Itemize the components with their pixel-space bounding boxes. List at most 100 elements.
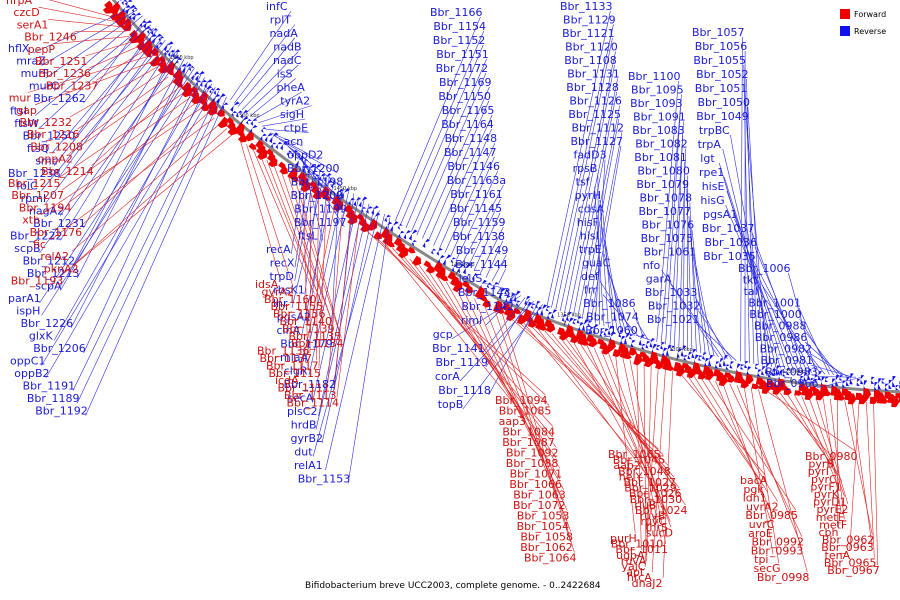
forward-gene-label: dnaJ2 [632, 577, 663, 590]
forward-feature [837, 395, 846, 401]
forward-gene-label: pknA2 [44, 262, 79, 275]
leader-line [689, 202, 697, 353]
forward-feature [163, 61, 175, 73]
scale-tick-label: 1350 kbp [557, 313, 581, 319]
leader-line [462, 304, 543, 410]
leader-line [88, 46, 139, 69]
reverse-feature [670, 345, 676, 352]
reverse-gene-label: Bbr_1001 [748, 297, 801, 310]
reverse-feature [139, 20, 147, 28]
forward-gene-label: idsA [255, 278, 279, 291]
leader-line [394, 16, 481, 222]
forward-gene-label: Bbr_1160 [264, 293, 317, 306]
leader-line [438, 128, 492, 250]
forward-gene-label: bacA [740, 474, 768, 487]
reverse-gene-label: ctpE [284, 122, 308, 135]
reverse-feature [771, 368, 777, 377]
reverse-feature [649, 338, 655, 348]
leader-line [334, 219, 351, 391]
legend-reverse-swatch [840, 26, 850, 36]
reverse-gene-label: Bbr_1143 [458, 286, 511, 299]
reverse-feature [384, 221, 393, 231]
leader-line [495, 310, 571, 543]
reverse-feature [330, 182, 337, 189]
leader-line [586, 345, 666, 511]
reverse-gene-label: Bbr_1076 [642, 219, 695, 232]
leader-line [39, 68, 195, 304]
leader-line [280, 170, 333, 324]
reverse-feature [182, 63, 192, 74]
leader-line [312, 210, 380, 457]
reverse-gene-label: Bbr_1169 [439, 76, 492, 89]
reverse-feature [249, 124, 258, 134]
forward-feature [150, 47, 159, 56]
reverse-gene-label: Bbr_1151 [436, 48, 489, 61]
legend-forward-swatch [840, 9, 850, 19]
reverse-feature [125, 0, 133, 7]
reverse-feature [607, 325, 614, 336]
leader-line [734, 218, 799, 372]
leader-line [45, 87, 216, 379]
leader-line [312, 196, 360, 403]
leader-line [530, 325, 669, 467]
reverse-gene-label: Bbr_1126 [569, 95, 622, 108]
reverse-gene-label: Bbr_1050 [698, 96, 751, 109]
forward-feature [823, 390, 832, 397]
leader-line [51, 117, 215, 240]
reverse-feature [599, 331, 604, 337]
reverse-gene-label: pgsA1 [703, 208, 737, 221]
reverse-feature [691, 348, 697, 359]
reverse-gene-label: Bbr_1035 [703, 250, 756, 263]
reverse-gene-label: Bbr_1078 [639, 192, 692, 205]
reverse-feature [744, 360, 749, 369]
forward-feature [166, 68, 174, 76]
leader-line [551, 333, 675, 483]
leader-line [70, 74, 202, 329]
reverse-gene-label: Bbr_1061 [644, 246, 697, 259]
forward-gene-label: icdA [275, 374, 299, 387]
forward-gene-label: Bbr_0965 [824, 556, 877, 569]
forward-gene-label: pyrI [808, 465, 829, 478]
leader-line [69, 81, 174, 154]
reverse-feature [411, 239, 417, 246]
reverse-gene-label: oppC1 [10, 355, 45, 368]
forward-gene-label: secG [754, 562, 781, 575]
leader-line [729, 383, 803, 537]
reverse-feature [509, 292, 516, 303]
leader-line [708, 379, 797, 511]
reverse-gene-label: nfo [643, 259, 661, 272]
reverse-feature [466, 273, 472, 280]
reverse-feature [275, 141, 283, 150]
scale-tick-label: 1450 kbp [334, 186, 358, 192]
leader-line [72, 58, 185, 266]
legend-forward-label: Forward [854, 10, 886, 19]
leader-line [537, 327, 645, 472]
reverse-feature [661, 347, 668, 358]
leader-line [507, 290, 509, 298]
reverse-feature [436, 248, 443, 256]
forward-gene-label: Bbr_0963 [821, 541, 874, 554]
label-leader-lines [27, 0, 878, 578]
legend-reverse-label: Reverse [854, 27, 886, 36]
reverse-gene-label: Bbr_1231 [33, 217, 86, 230]
forward-gene-label: Bbr_1072 [513, 499, 566, 512]
reverse-gene-label: Bbr_1021 [647, 313, 700, 326]
reverse-feature [871, 376, 875, 384]
reverse-gene-label: Bbr_1052 [696, 68, 749, 81]
reverse-gene-label: Bbr_1138 [452, 230, 505, 243]
leader-line [383, 241, 525, 417]
reverse-feature [450, 257, 456, 264]
forward-gene-label: aroE [748, 527, 773, 540]
forward-feature [464, 285, 474, 294]
reverse-feature [874, 382, 878, 392]
leader-line [809, 353, 848, 377]
scale-tick-label: 1400 kbp [451, 262, 475, 268]
reverse-gene-label: isS [277, 68, 293, 81]
leader-line [564, 64, 615, 313]
reverse-gene-label: Bbr_1226 [21, 317, 74, 330]
leader-line [427, 100, 490, 243]
leader-line [41, 71, 198, 316]
forward-feature [248, 142, 257, 150]
forward-feature [452, 280, 463, 293]
reverse-gene-label: tkt [743, 274, 759, 287]
